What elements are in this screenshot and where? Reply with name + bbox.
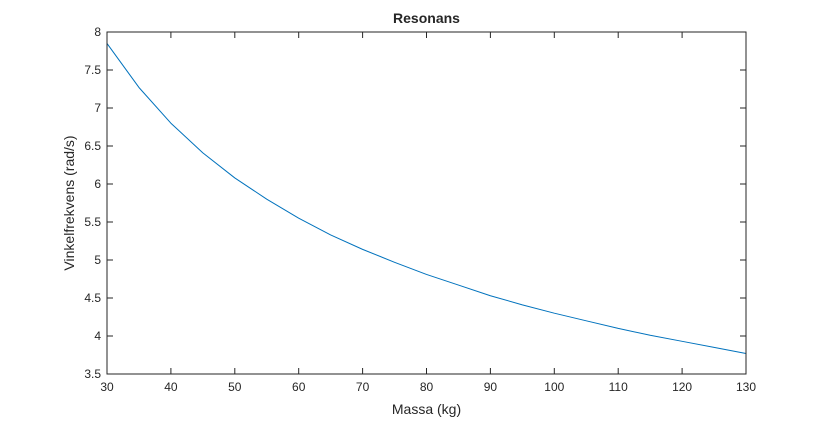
x-tick-label: 80 bbox=[420, 380, 434, 394]
y-tick-labels: 3.5 4 4.5 5 5.5 6 6.5 7 7.5 8 bbox=[84, 25, 101, 381]
x-tick-label: 50 bbox=[228, 380, 242, 394]
x-tick-label: 40 bbox=[164, 380, 178, 394]
y-tick-label: 4 bbox=[94, 329, 101, 343]
x-tick-label: 90 bbox=[484, 380, 498, 394]
plot-box bbox=[106, 31, 747, 375]
y-axis-title: Vinkelfrekvens (rad/s) bbox=[61, 135, 77, 270]
chart-title: Resonans bbox=[393, 10, 460, 26]
x-tick-label: 100 bbox=[544, 380, 564, 394]
y-tick-label: 3.5 bbox=[84, 367, 101, 381]
plot-area bbox=[107, 32, 746, 374]
x-tick-label: 110 bbox=[609, 380, 628, 394]
y-tick-label: 6 bbox=[94, 177, 101, 191]
x-tick-label: 120 bbox=[672, 380, 692, 394]
x-tick-label: 70 bbox=[356, 380, 370, 394]
x-tick-label: 130 bbox=[736, 380, 756, 394]
y-tick-label: 6.5 bbox=[84, 139, 101, 153]
y-tick-label: 4.5 bbox=[84, 291, 101, 305]
y-tick-label: 5 bbox=[94, 253, 101, 267]
y-tick-label: 8 bbox=[94, 25, 101, 39]
x-tick-label: 60 bbox=[292, 380, 306, 394]
x-tick-labels: 30 40 50 60 70 80 90 100 110 120 130 bbox=[100, 380, 756, 394]
y-tick-label: 7.5 bbox=[84, 63, 101, 77]
series-layer bbox=[106, 43, 747, 354]
y-tick-label: 5.5 bbox=[84, 215, 101, 229]
x-tick-label: 30 bbox=[100, 380, 114, 394]
y-tick-label: 7 bbox=[94, 101, 101, 115]
x-axis-title: Massa (kg) bbox=[392, 401, 461, 417]
series-line bbox=[106, 43, 747, 354]
